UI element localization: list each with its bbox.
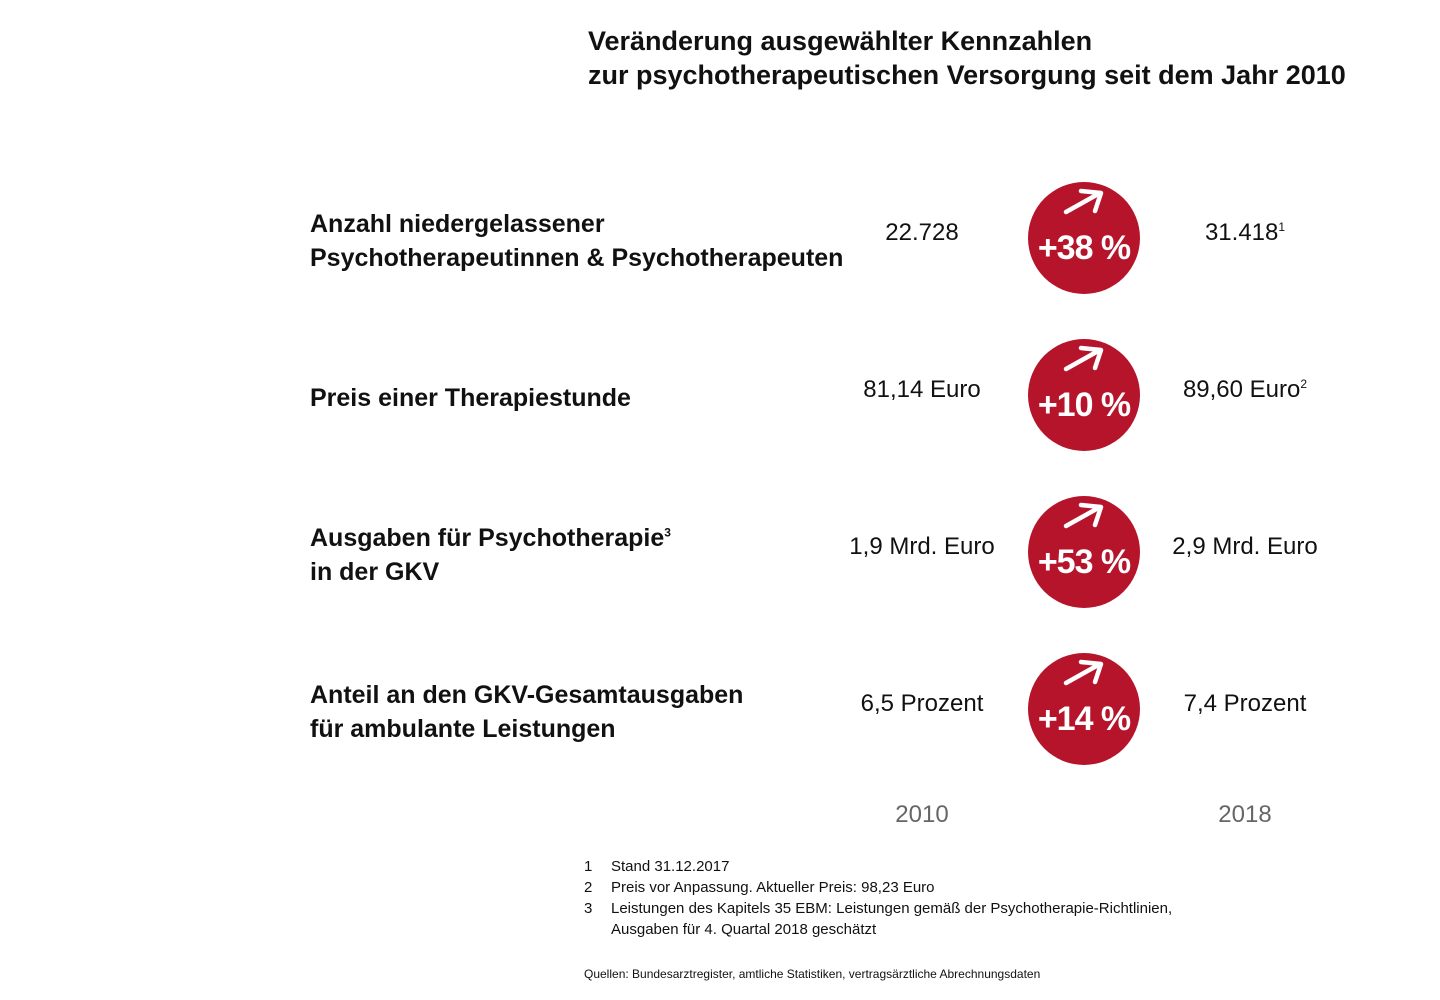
footnote-number: 2 [584,879,593,896]
row-label-line: in der GKV [310,558,440,586]
footnote-line: Preis vor Anpassung. Aktueller Preis: 98… [611,879,935,896]
change-percent: +14 % [1037,700,1131,738]
value-2010: 22.728 [885,219,959,246]
footnote-item: 1 Stand 31.12.2017 [584,856,1344,877]
table-row: Ausgaben für Psychotherapie3 in der GKV 1,… [0,496,1440,618]
row-label-line: Ausgaben für Psychotherapie3 [310,521,850,555]
table-row: Anteil an den GKV-Gesamtausgaben für ambu… [0,653,1440,775]
footnote-number: 1 [584,858,593,875]
footnote-line: Ausgaben für 4. Quartal 2018 geschätzt [611,921,877,938]
footnote-number: 3 [584,900,593,917]
value-2018: 31.4181 [1115,218,1375,248]
value-2018-text: 7,4 Prozent [1183,690,1307,717]
table-row: Anzahl niedergelassener Psychotherapeutin… [0,182,1440,304]
footnotes: 1 Stand 31.12.2017 2 Preis vor Anpassung. A… [584,856,1344,940]
change-badge: +53 % [1028,496,1140,608]
change-badge: +14 % [1028,653,1140,765]
footnote-marker: 2 [1300,377,1308,391]
chart-title-line-2: zur psychotherapeutischen Versorgung sei… [588,60,1346,90]
year-label-2018: 2018 [1218,801,1272,828]
value-2018: 89,60 Euro2 [1115,375,1375,405]
row-label-line: Anteil an den GKV-Gesamtausgaben [310,681,744,709]
row-label: Anzahl niedergelassener Psychotherapeutin… [310,207,850,275]
value-2018: 7,4 Prozent [1115,689,1375,719]
footnote-marker: 3 [664,525,671,540]
value-2010: 6,5 Prozent [860,690,984,717]
change-badge: +10 % [1028,339,1140,451]
row-label-line: Anzahl niedergelassener [310,210,605,238]
row-label-line: Preis einer Therapiestunde [310,384,631,412]
footnote-line: Stand 31.12.2017 [611,858,730,875]
value-2018-text: 89,60 Euro [1182,376,1301,403]
row-label: Ausgaben für Psychotherapie3 in der GKV [310,521,850,589]
change-badge: +38 % [1028,182,1140,294]
value-2018: 2,9 Mrd. Euro [1115,532,1375,562]
footnote-text: Stand 31.12.2017 [611,856,1344,877]
chart-title: Veränderung ausgewählter Kennzahlen zur … [588,24,1428,92]
change-percent: +53 % [1037,543,1131,581]
chart-title-line-1: Veränderung ausgewählter Kennzahlen [588,26,1093,56]
arrow-up-right-icon [1063,659,1104,686]
year-label-2010: 2010 [895,801,949,828]
row-label-line: für ambulante Leistungen [310,715,616,743]
footnote-line: Leistungen des Kapitels 35 EBM: Leistung… [611,900,1173,917]
change-percent: +38 % [1037,229,1131,267]
row-label: Anteil an den GKV-Gesamtausgaben für ambu… [310,678,850,746]
arrow-up-right-icon [1063,502,1104,529]
change-percent: +10 % [1037,386,1131,424]
footnote-marker: 1 [1278,220,1286,234]
footnote-item: 2 Preis vor Anpassung. Aktueller Preis: 9… [584,877,1344,898]
arrow-up-right-icon [1063,188,1104,215]
row-label: Preis einer Therapiestunde [310,381,850,415]
value-2018-text: 2,9 Mrd. Euro [1172,533,1318,560]
row-label-line: Psychotherapeutinnen & Psychotherapeuten [310,244,844,272]
footnote-text: Leistungen des Kapitels 35 EBM: Leistung… [611,898,1344,940]
value-2010: 1,9 Mrd. Euro [849,533,995,560]
value-2010: 81,14 Euro [863,376,981,403]
arrow-up-right-icon [1063,345,1104,372]
value-2018-text: 31.418 [1204,219,1279,246]
footnote-text: Preis vor Anpassung. Aktueller Preis: 98… [611,877,1344,898]
sources-note: Quellen: Bundesarztregister, amtliche St… [584,967,1041,981]
footnote-item: 3 Leistungen des Kapitels 35 EBM: Leistun… [584,898,1344,940]
table-row: Preis einer Therapiestunde 81,14 Euro +10 … [0,339,1440,461]
row-label-line-text: Ausgaben für Psychotherapie [310,524,665,552]
